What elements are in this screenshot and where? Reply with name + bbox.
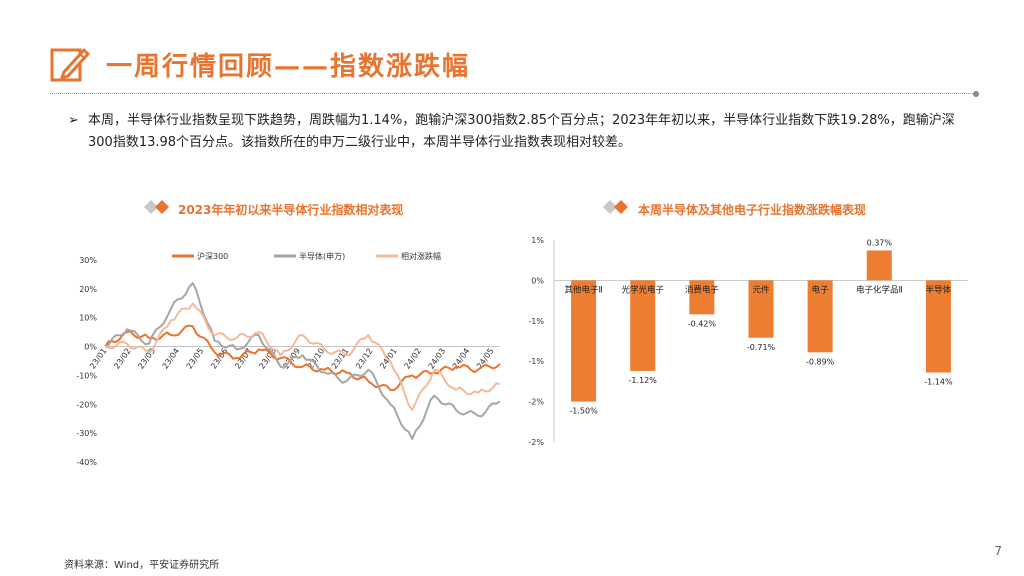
value-label: -1.12% [629,376,658,385]
bar [689,280,715,315]
value-label: 0.37% [867,239,893,248]
x-tick-label: 24/05 [475,347,496,371]
x-tick-label: 23/04 [161,347,182,371]
y-tick-label: -40% [76,458,97,467]
bar-chart: 1% 0% -1% -1% -2% -2% 其他电子Ⅱ -1.50% 光学光电子 -1.12% 消费… [528,236,968,447]
value-label: -1.14% [924,378,953,387]
left-chart-title: 2023年年初以来半导体行业指数相对表现 [178,203,404,217]
divider-dot [973,91,979,97]
category-label: 其他电子Ⅱ [564,284,602,295]
category-label: 消费电子 [685,284,720,295]
series-line-1 [104,324,501,392]
line-chart: 30%20%10%0%-10%-20%-30%-40%23/01 23/02 23/… [76,251,501,467]
bar [630,280,656,371]
y-tick-label: 20% [79,285,97,294]
right-chart-title: 本周半导体及其他电子行业指数涨跌幅表现 [638,203,867,217]
bar [866,250,892,281]
y-tick-label: -30% [76,429,97,438]
bar [748,280,774,338]
value-label: -0.89% [806,357,835,366]
edit-pencil-icon [50,48,90,82]
y-tick-label: 0% [531,276,544,285]
right-chart-title-diamonds [603,200,628,214]
header-divider [50,91,979,97]
x-tick-label: 24/02 [402,347,423,371]
category-label: 光学光电子 [621,284,664,295]
y-tick-label: -2% [528,398,544,407]
value-label: -1.50% [569,407,598,416]
summary-bullet: ➢ 本周，半导体行业指数呈现下跌趋势，周跌幅为1.14%，跑输沪深300指数2.… [68,110,968,154]
bar [925,280,951,373]
value-label: -0.42% [688,319,717,328]
category-label: 电子 [812,284,830,295]
series-line-2 [104,282,501,440]
left-chart-title-diamonds [144,200,169,214]
y-tick-label: -20% [76,400,97,409]
category-label: 元件 [752,284,770,295]
legend-label: 半导体(申万) [299,251,345,261]
category-label: 半导体 [926,284,952,295]
category-label: 电子化学品Ⅱ [856,284,903,295]
legend-label: 沪深300 [197,251,228,261]
summary-text: 本周，半导体行业指数呈现下跌趋势，周跌幅为1.14%，跑输沪深300指数2.85… [88,113,955,150]
bar [571,280,597,402]
y-tick-label: 0% [84,343,97,352]
value-label: -0.71% [747,343,776,352]
x-tick-label: 23/05 [185,347,206,371]
y-tick-label: -1% [528,357,544,366]
page-number: 7 [994,544,1002,558]
series-line-3 [104,302,501,412]
y-tick-label: 1% [531,236,544,245]
x-tick-label: 23/02 [112,347,133,371]
bullet-marker: ➢ [68,113,79,128]
page-title: 一周行情回顾——指数涨跌幅 [106,52,471,82]
x-tick-label: 23/12 [354,347,375,371]
bar [807,280,833,353]
source-note: 资料来源：Wind，平安证券研究所 [64,560,220,571]
legend-label: 相对涨跌幅 [401,251,441,261]
y-tick-label: -10% [76,371,97,380]
y-tick-label: -2% [528,438,544,447]
y-tick-label: 30% [79,256,97,265]
y-tick-label: -1% [528,317,544,326]
y-tick-label: 10% [79,314,97,323]
section-header: 一周行情回顾——指数涨跌幅 [50,42,980,97]
